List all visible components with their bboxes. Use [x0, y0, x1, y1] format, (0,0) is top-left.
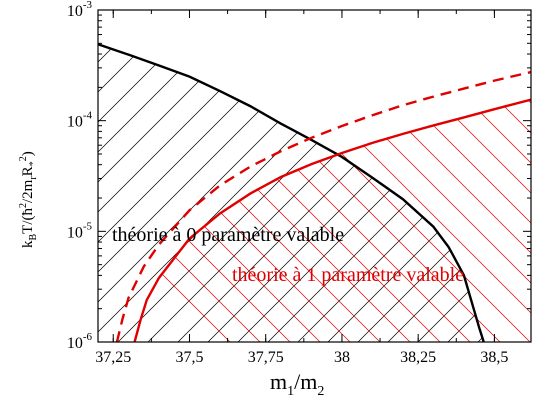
hatch-line	[98, 44, 299, 342]
hatch-line	[508, 0, 536, 342]
y-tick-label: 10-6	[67, 331, 93, 352]
hatch-line	[437, 99, 531, 342]
series-black-boundary	[98, 43, 485, 342]
hatch-line	[177, 44, 484, 342]
hatch-line	[98, 44, 419, 342]
hatch-line	[347, 99, 531, 342]
hatch-line	[387, 44, 484, 342]
hatch-line	[377, 99, 531, 342]
x-tick-label: 38,5	[480, 349, 508, 366]
hatch-line	[134, 99, 259, 342]
annotation-zero-param: théorie à 0 paramètre valable	[112, 224, 344, 246]
hatch-line	[357, 44, 484, 342]
y-tick-label: 10-5	[67, 220, 93, 241]
hatch-line	[134, 99, 379, 342]
hatch-line	[447, 44, 484, 342]
hatch-line	[467, 99, 531, 342]
hatch-line	[137, 99, 499, 342]
hatch-line	[134, 99, 469, 342]
hatch-line	[407, 99, 531, 342]
series-red-dashed	[115, 70, 531, 342]
hatch-line	[134, 99, 409, 342]
hatch-line	[0, 0, 88, 342]
x-tick-label: 37,75	[248, 349, 284, 366]
hatch-line	[477, 44, 484, 342]
hatch-region-zero-param	[0, 0, 536, 342]
hatch-line	[417, 44, 484, 342]
hatch-line	[147, 44, 484, 342]
hatch-line	[267, 44, 484, 342]
annotation-one-param: théorie à 1 paramètre valable	[232, 264, 464, 286]
hatch-line	[167, 99, 529, 342]
hatch-line	[527, 99, 531, 342]
hatch-line	[98, 44, 359, 342]
hatch-line	[227, 99, 531, 342]
hatch-line	[98, 44, 449, 342]
hatch-line	[98, 44, 269, 342]
hatch-line	[98, 44, 119, 342]
x-tick-label: 37,25	[95, 349, 131, 366]
hatch-line	[317, 99, 531, 342]
hatch-line	[98, 44, 329, 342]
series-red-solid	[133, 98, 531, 342]
hatch-line	[257, 99, 531, 342]
hatch-line	[134, 99, 289, 342]
hatch-line	[287, 99, 531, 342]
x-tick-label: 37,5	[175, 349, 203, 366]
hatch-line	[207, 44, 484, 342]
y-axis-label: kBT/(ħ2/2mrR*2)	[18, 151, 39, 248]
y-tick-label: 10-4	[67, 110, 93, 131]
hatch-line	[237, 44, 484, 342]
x-axis-label: m1/m2	[270, 369, 324, 399]
x-tick-label: 38	[334, 349, 350, 366]
hatch-line	[98, 44, 389, 342]
hatch-region-one-param	[134, 99, 531, 342]
plot-frame	[97, 9, 532, 343]
hatch-line	[117, 44, 479, 342]
y-tick-label: 10-3	[67, 0, 93, 20]
x-tick-label: 38,25	[400, 349, 436, 366]
hatch-line	[327, 44, 484, 342]
hatch-line	[297, 44, 484, 342]
hatch-line	[197, 99, 531, 342]
